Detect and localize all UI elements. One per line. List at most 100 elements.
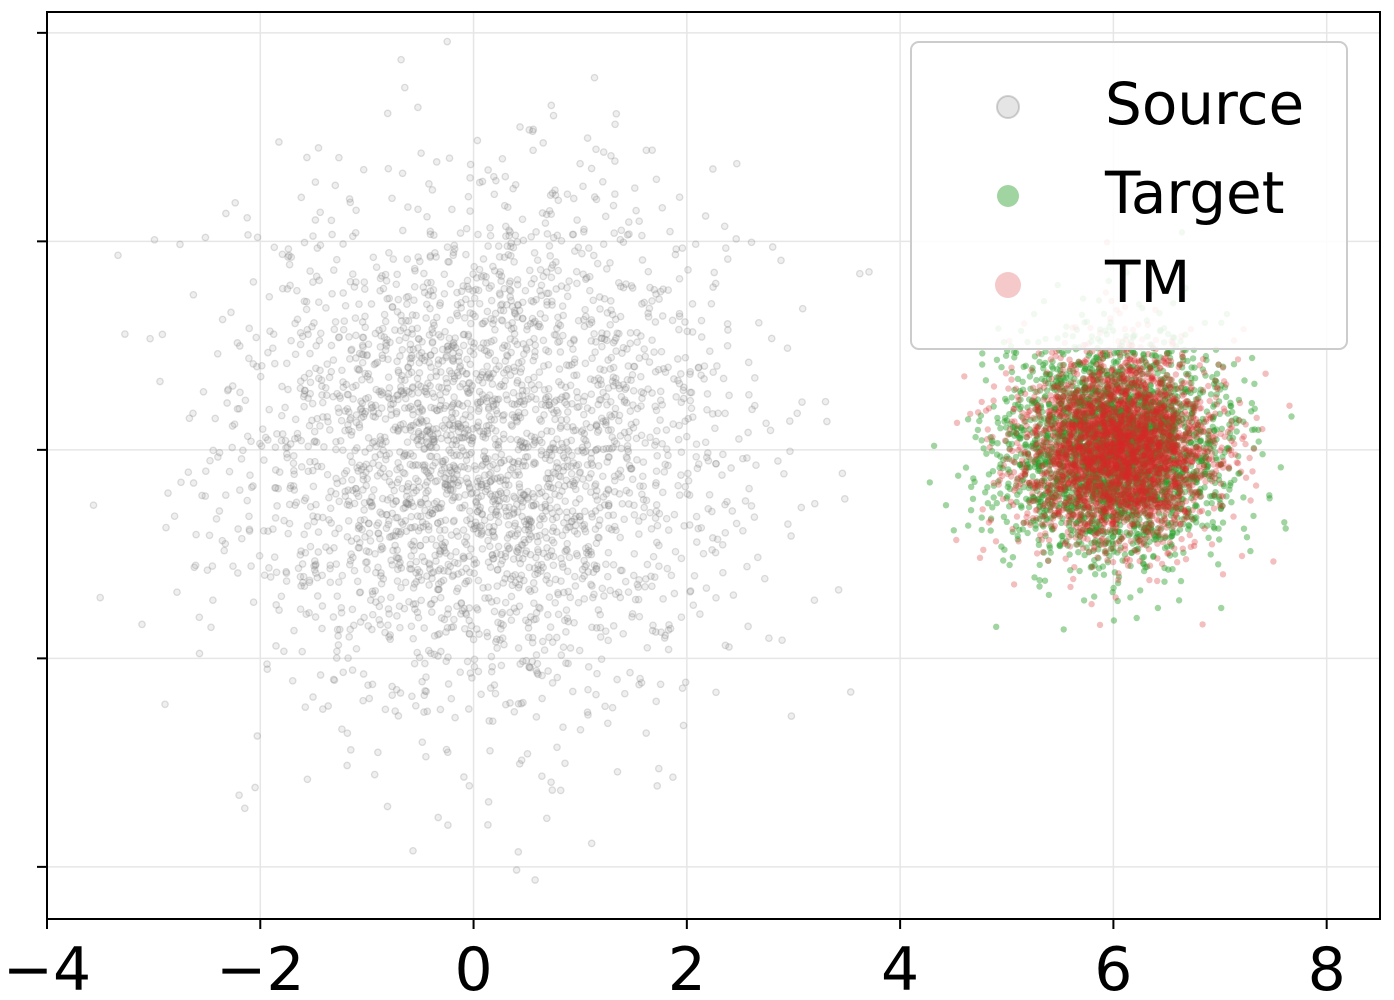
point-source (359, 670, 368, 678)
point-source (513, 508, 522, 516)
point-source (270, 243, 279, 252)
point-source (600, 501, 609, 509)
point-source (488, 527, 497, 536)
point-source (587, 459, 596, 468)
point-target (1110, 584, 1117, 592)
point-source (418, 738, 427, 747)
point-source (270, 359, 279, 368)
point-source (535, 320, 543, 329)
point-source (596, 633, 605, 641)
point-source (526, 550, 535, 559)
point-source (600, 366, 608, 375)
point-source (507, 420, 516, 429)
point-source (642, 146, 651, 155)
point-target (1161, 578, 1168, 585)
point-source (518, 657, 527, 666)
point-source (542, 814, 551, 823)
point-source (506, 371, 515, 380)
point-source (445, 258, 453, 266)
point-target (1241, 377, 1248, 384)
point-source (443, 37, 452, 46)
point-source (150, 235, 159, 244)
point-source (271, 484, 280, 492)
point-source (604, 636, 613, 645)
point-source (368, 625, 376, 634)
point-source (405, 388, 413, 396)
point-source (457, 287, 466, 296)
point-source (510, 492, 518, 501)
point-source (485, 412, 494, 421)
point-source (445, 334, 454, 343)
point-source (464, 431, 473, 440)
point-source (474, 667, 483, 676)
point-source (453, 478, 462, 487)
point-source (838, 469, 847, 478)
point-source (765, 634, 773, 643)
point-source (332, 445, 340, 454)
point-source (345, 195, 354, 203)
point-source (662, 426, 671, 434)
point-source (394, 391, 402, 399)
point-source (487, 652, 496, 661)
point-source (643, 560, 652, 569)
point-source (398, 169, 407, 178)
point-source (486, 477, 495, 486)
point-source (609, 622, 618, 630)
point-source (330, 676, 339, 685)
point-source (531, 341, 540, 350)
point-source (465, 604, 474, 612)
point-source (662, 514, 671, 523)
point-source (583, 134, 592, 142)
point-source (531, 876, 539, 884)
point-source (504, 520, 513, 529)
point-target (967, 507, 975, 514)
point-source (513, 548, 522, 557)
point-source (617, 226, 626, 235)
point-source (326, 504, 335, 513)
point-source (282, 450, 291, 458)
point-source (547, 273, 556, 282)
point-source (609, 201, 618, 210)
point-source (721, 244, 730, 252)
point-source (389, 399, 398, 408)
point-source (272, 642, 280, 650)
point-source (453, 470, 461, 479)
point-source (494, 441, 502, 449)
point-source (495, 362, 503, 370)
point-source (284, 529, 293, 538)
point-source (317, 462, 326, 471)
point-target (979, 361, 986, 368)
point-source (548, 189, 557, 198)
point-source (420, 463, 429, 471)
point-source (483, 307, 492, 316)
point-source (277, 411, 286, 420)
point-source (603, 572, 612, 581)
point-source (787, 532, 795, 540)
point-source (572, 267, 581, 276)
point-source (598, 342, 606, 351)
point-source (581, 482, 590, 490)
point-source (507, 616, 516, 625)
point-source (546, 191, 555, 200)
point-source (498, 154, 507, 163)
point-source (435, 585, 443, 594)
point-source (542, 575, 550, 584)
point-source (544, 667, 552, 675)
point-source (539, 272, 548, 281)
point-source (692, 538, 701, 546)
point-source (527, 279, 536, 288)
point-source (704, 504, 713, 513)
point-source (462, 370, 470, 378)
point-source (798, 398, 806, 406)
point-source (620, 689, 629, 698)
point-source (300, 496, 309, 505)
point-source (675, 193, 684, 202)
point-source (209, 596, 217, 605)
point-source (370, 770, 379, 779)
point-source (616, 533, 625, 542)
point-source (422, 752, 430, 761)
point-source (449, 357, 458, 366)
point-source (484, 558, 493, 567)
point-source (410, 537, 418, 546)
point-source (624, 362, 633, 370)
